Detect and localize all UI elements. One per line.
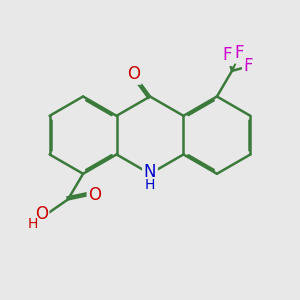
Text: N: N (144, 163, 156, 181)
Text: F: F (223, 46, 232, 64)
Text: H: H (27, 217, 38, 231)
Text: O: O (35, 205, 48, 223)
Text: O: O (88, 186, 101, 204)
Text: H: H (145, 178, 155, 192)
Text: F: F (244, 57, 253, 75)
Text: O: O (127, 65, 140, 83)
Text: F: F (235, 44, 244, 62)
